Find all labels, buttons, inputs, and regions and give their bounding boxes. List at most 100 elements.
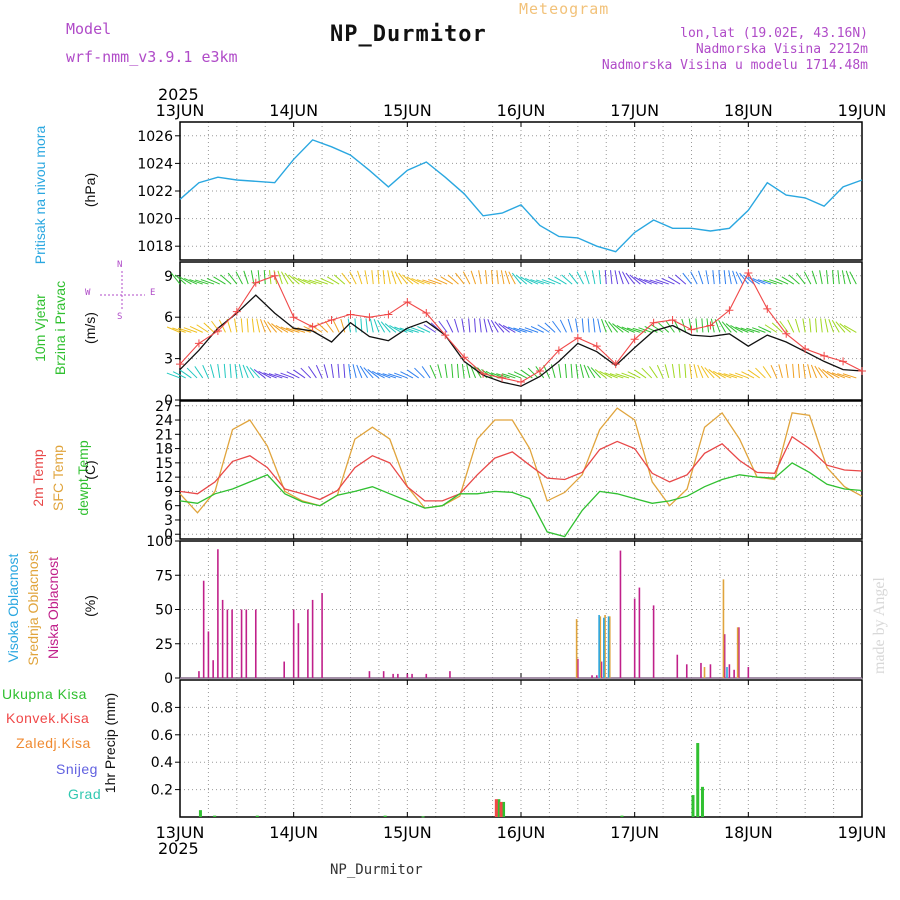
wind-gust-marker	[308, 322, 317, 331]
wind-direction-arrow	[179, 276, 192, 285]
wind-direction-arrow	[229, 363, 232, 378]
wind-direction-arrow	[625, 272, 636, 285]
wind-direction-arrow	[429, 364, 437, 379]
wind-direction-arrow	[701, 318, 704, 333]
wind-direction-arrow	[762, 366, 772, 379]
wind-direction-arrow	[778, 364, 783, 379]
wind-direction-arrow	[491, 270, 494, 285]
wind-direction-arrow	[438, 320, 448, 333]
wind-direction-arrow	[641, 367, 653, 379]
wind-direction-arrow	[839, 323, 851, 333]
wind-direction-arrow	[576, 271, 584, 285]
wind-direction-arrow	[323, 364, 329, 379]
wind-direction-arrow	[561, 274, 573, 285]
wind-direction-arrow	[411, 277, 425, 285]
wind-direction-arrow	[202, 364, 209, 379]
x-tick-label-top: 14JUN	[269, 101, 318, 120]
wind-direction-arrow	[271, 323, 283, 333]
wind-direction-arrow	[525, 277, 539, 285]
wind-direction-arrow	[500, 270, 505, 285]
wind-direction-arrow	[604, 372, 618, 379]
wind-direction-arrow	[537, 324, 550, 333]
wind-direction-arrow	[831, 372, 846, 379]
wind-direction-arrow	[671, 363, 675, 378]
wind-direction-arrow	[627, 371, 641, 379]
wind-gust-marker	[725, 306, 734, 315]
wind-direction-arrow	[752, 327, 766, 333]
wind-gust-marker	[706, 321, 715, 330]
wind-direction-arrow	[612, 323, 624, 333]
wind-gust-marker	[479, 369, 488, 378]
wind-direction-arrow	[815, 318, 818, 333]
wind-direction-arrow	[437, 364, 442, 379]
wind-label-1: 10m Vjetar	[32, 294, 48, 362]
wind-direction-arrow	[655, 279, 669, 285]
wind-direction-arrow	[587, 365, 596, 379]
wind-direction-arrow	[357, 270, 363, 285]
wind-direction-arrow	[217, 363, 221, 378]
wind-direction-arrow	[746, 327, 760, 333]
wind-direction-arrow	[769, 279, 783, 285]
wind-direction-arrow	[274, 373, 289, 379]
wind-direction-arrow	[735, 271, 744, 285]
x-tick-label-top: 13JUN	[156, 101, 205, 120]
wind-direction-arrow	[770, 364, 778, 379]
wind-direction-arrow	[356, 364, 363, 379]
wind-direction-arrow	[302, 279, 317, 285]
wind-direction-arrow	[367, 369, 380, 379]
wind-direction-arrow	[601, 319, 607, 333]
wind-direction-arrow	[389, 324, 402, 333]
page-title: NP_Durmitor	[330, 22, 487, 47]
wind-direction-arrow	[483, 318, 488, 333]
wind-direction-arrow	[324, 320, 334, 333]
x-tick-label-top: 15JUN	[383, 101, 432, 120]
wind-direction-arrow	[292, 276, 306, 285]
x-tick-label-bottom: 16JUN	[497, 823, 546, 842]
elevation-label: Nadmorska Visina 2212m	[695, 42, 868, 57]
wind-direction-arrow	[643, 279, 658, 285]
x-tick-label-bottom: 18JUN	[724, 823, 773, 842]
wind-direction-arrow	[220, 274, 232, 285]
wind-direction-arrow	[340, 318, 346, 333]
wind-direction-arrow	[587, 318, 590, 333]
wind-direction-arrow	[468, 318, 471, 333]
wind-direction-arrow	[213, 276, 226, 285]
wind-direction-arrow	[803, 271, 812, 285]
y-tick-label: 0.6	[151, 728, 173, 744]
wind-direction-arrow	[394, 271, 403, 285]
wind-direction-arrow	[575, 318, 579, 333]
precip-bar	[213, 815, 217, 817]
wind-direction-arrow	[704, 367, 715, 379]
wind-direction-arrow	[845, 270, 852, 285]
wind-direction-arrow	[235, 271, 243, 285]
wind-direction-arrow	[440, 276, 454, 285]
y-tick-label: 3	[164, 352, 173, 368]
wind-direction-arrow	[781, 276, 795, 285]
y-tick-label: 1024	[137, 156, 173, 172]
y-tick-label: 27	[155, 399, 173, 415]
wind-direction-arrow	[684, 363, 687, 378]
wind-direction-arrow	[674, 274, 687, 285]
wind-direction-arrow	[183, 327, 198, 333]
wind-direction-arrow	[785, 363, 789, 378]
wind-direction-arrow	[507, 326, 522, 333]
cloud-unit: (%)	[82, 595, 98, 617]
y-tick-label: 0.2	[151, 783, 173, 799]
wind-direction-arrow	[384, 323, 397, 333]
wind-direction-arrow	[423, 324, 437, 333]
wind-direction-arrow	[474, 318, 477, 333]
precip-bar	[198, 810, 202, 817]
wind-direction-arrow	[263, 270, 266, 285]
wind-direction-arrow	[421, 366, 431, 379]
x-tick-label-bottom: 15JUN	[383, 823, 432, 842]
wind-direction-arrow	[788, 274, 800, 285]
wind-direction-arrow	[544, 322, 556, 333]
y-tick-label: 1018	[137, 239, 173, 255]
wind-direction-arrow	[359, 365, 368, 379]
wind-direction-arrow	[394, 326, 408, 333]
wind-direction-arrow	[360, 318, 363, 333]
wind-direction-arrow	[398, 272, 408, 285]
wind-direction-arrow	[422, 279, 436, 285]
wind-direction-arrow	[700, 365, 709, 379]
wind-direction-arrow	[414, 367, 425, 379]
